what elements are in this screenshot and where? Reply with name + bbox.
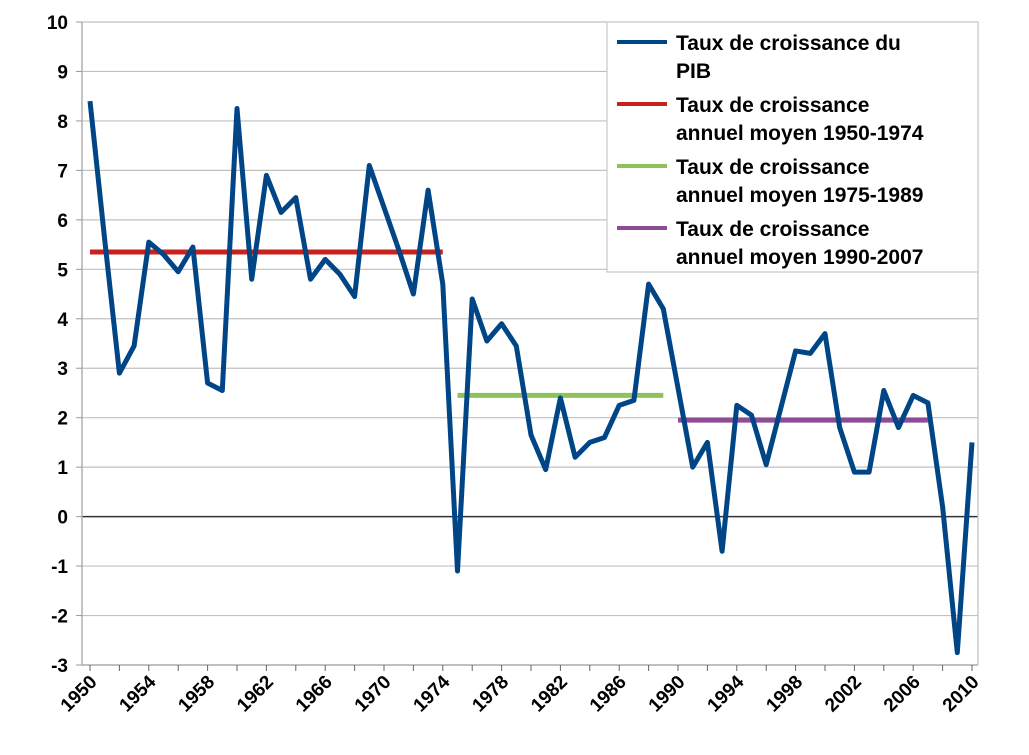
x-tick-label: 1954 — [116, 671, 161, 716]
y-tick-label: 7 — [57, 161, 68, 182]
y-tick-label: 2 — [57, 409, 68, 430]
x-tick-label: 1998 — [762, 672, 807, 717]
y-tick-label: 6 — [57, 211, 68, 232]
x-tick-label: 1982 — [527, 672, 572, 717]
legend-label: Taux de croissance — [676, 218, 869, 241]
x-tick-label: 1990 — [645, 672, 690, 717]
y-tick-label: -1 — [51, 557, 68, 578]
y-tick-label: 4 — [57, 310, 68, 331]
legend-label: annuel moyen 1975-1989 — [676, 184, 923, 207]
legend-label: Taux de croissance — [676, 156, 869, 179]
y-tick-label: -3 — [51, 656, 68, 677]
x-tick-label: 1994 — [704, 671, 749, 716]
y-tick-label: 3 — [57, 359, 68, 380]
y-tick-label: 5 — [57, 260, 68, 281]
y-tick-label: 0 — [57, 508, 68, 529]
legend-label: PIB — [676, 60, 711, 83]
x-tick-label: 1950 — [57, 672, 102, 717]
x-tick-label: 1966 — [292, 672, 337, 717]
y-tick-label: 8 — [57, 112, 68, 133]
x-tick-label: 1986 — [586, 672, 631, 717]
legend-label: Taux de croissance du — [676, 32, 901, 55]
x-tick-label: 1978 — [468, 672, 513, 717]
legend-label: Taux de croissance — [676, 94, 869, 117]
x-tick-label: 2006 — [880, 672, 925, 717]
x-axis: 1950 1954 1958 1962 1966 1970 1974 1978 1982 1986… — [57, 665, 984, 716]
legend-label: annuel moyen 1950-1974 — [676, 122, 924, 145]
y-tick-label: 9 — [57, 62, 68, 83]
y-tick-label: 1 — [57, 458, 68, 479]
legend: Taux de croissance du PIB Taux de croissan… — [607, 22, 978, 272]
x-tick-label: 2010 — [939, 672, 984, 717]
y-tick-label: 10 — [47, 13, 68, 34]
y-axis: -3 -2 -1 0 1 2 3 4 5 6 7 8 9 10 — [47, 13, 82, 677]
x-tick-label: 2002 — [821, 672, 866, 717]
x-tick-label: 1974 — [410, 671, 455, 716]
x-tick-label: 1958 — [174, 672, 219, 717]
x-tick-label: 1962 — [233, 672, 278, 717]
legend-label: annuel moyen 1990-2007 — [676, 246, 923, 269]
y-tick-label: -2 — [51, 607, 68, 628]
x-tick-label: 1970 — [351, 672, 396, 717]
